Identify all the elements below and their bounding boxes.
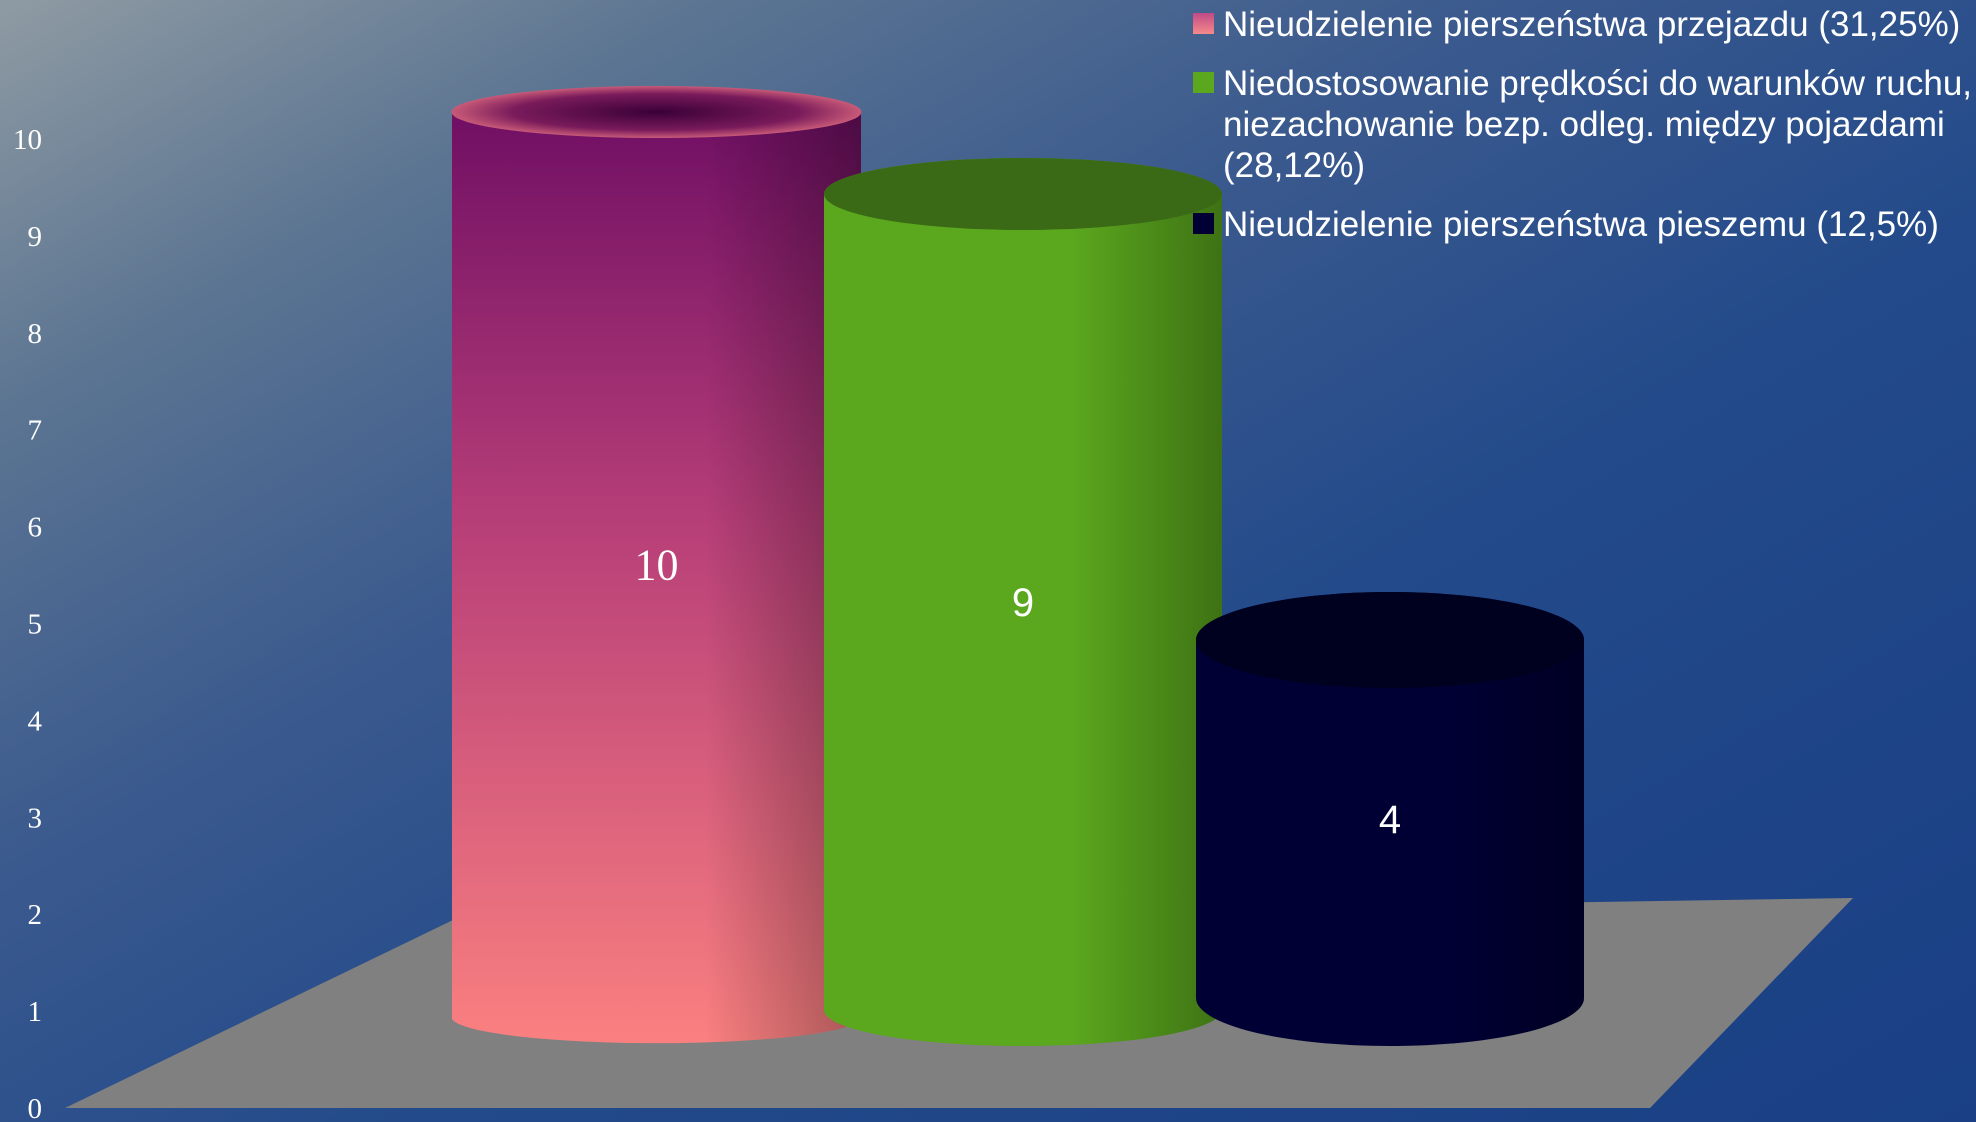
bar-shading — [1196, 592, 1584, 1046]
legend-swatch-2 — [1193, 72, 1214, 93]
legend-item-2: Niedostosowanie prędkości do warunków ru… — [1193, 63, 1976, 186]
legend-label-2: Niedostosowanie prędkości do warunków ru… — [1223, 64, 1973, 185]
y-tick-label: 10 — [13, 124, 42, 156]
data-label-3: 4 — [1379, 798, 1401, 842]
y-tick-label: 3 — [28, 802, 43, 834]
legend-label-1: Nieudzielenie pierszeństwa przejazdu (31… — [1223, 5, 1961, 44]
legend-item-3: Nieudzielenie pierszeństwa pieszemu (12,… — [1193, 204, 1976, 245]
bar-top — [451, 86, 862, 138]
legend: Nieudzielenie pierszeństwa przejazdu (31… — [1193, 4, 1976, 263]
bar-2 — [824, 158, 1222, 1046]
y-tick-label: 6 — [28, 512, 43, 544]
bar-top — [1196, 592, 1584, 688]
bar-shading — [824, 158, 1222, 1046]
bar-shading — [452, 87, 861, 1044]
y-tick-label: 9 — [28, 221, 43, 253]
legend-swatch-1 — [1193, 13, 1214, 34]
legend-label-3: Nieudzielenie pierszeństwa pieszemu (12,… — [1223, 205, 1939, 244]
y-tick-label: 4 — [28, 705, 43, 737]
bar-top — [824, 158, 1222, 230]
y-tick-label: 1 — [28, 996, 43, 1028]
y-tick-label: 5 — [28, 609, 43, 641]
legend-swatch-3 — [1193, 213, 1214, 234]
y-tick-label: 7 — [28, 415, 43, 447]
y-tick-label: 2 — [28, 899, 43, 931]
y-tick-label: 8 — [28, 318, 43, 350]
data-label-2: 9 — [1012, 581, 1034, 625]
data-label-1: 10 — [635, 541, 679, 590]
bar-3 — [1196, 592, 1584, 1046]
bar-1 — [451, 86, 862, 1044]
legend-item-1: Nieudzielenie pierszeństwa przejazdu (31… — [1193, 4, 1976, 45]
y-tick-label: 0 — [28, 1093, 43, 1122]
